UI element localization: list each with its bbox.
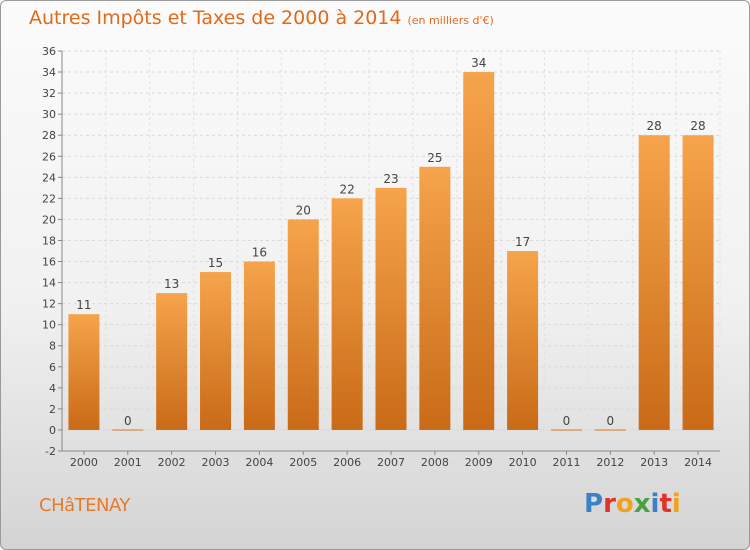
y-tick-label: 30 xyxy=(42,108,56,121)
bar-2010 xyxy=(507,251,539,430)
bar-2007 xyxy=(375,187,407,430)
y-tick-label: 4 xyxy=(49,382,56,395)
y-tick-label: 28 xyxy=(42,129,56,142)
data-label-2007: 23 xyxy=(383,172,398,186)
y-tick-label: 22 xyxy=(42,192,56,205)
y-tick-label: 18 xyxy=(42,234,56,247)
y-tick-label: 6 xyxy=(49,361,56,374)
logo-letter: r xyxy=(603,489,616,519)
data-label-2012: 0 xyxy=(607,414,615,428)
x-tick-label: 2007 xyxy=(377,456,405,469)
bar-2003 xyxy=(200,272,232,430)
y-tick-label: 36 xyxy=(42,45,56,58)
y-tick-label: 20 xyxy=(42,213,56,226)
logo-letter: P xyxy=(584,489,604,519)
x-tick-label: 2005 xyxy=(289,456,317,469)
y-tick-label: 14 xyxy=(42,277,56,290)
title-text: Autres Impôts et Taxes de 2000 à 2014 xyxy=(29,7,402,29)
x-tick-label: 2004 xyxy=(245,456,273,469)
x-tick-label: 2000 xyxy=(70,456,98,469)
x-tick-label: 2003 xyxy=(202,456,230,469)
bar-2013 xyxy=(638,135,670,430)
logo-letter: x xyxy=(633,489,651,519)
data-label-2000: 11 xyxy=(76,298,91,312)
bar-2009 xyxy=(463,72,495,430)
data-label-2008: 25 xyxy=(427,151,442,165)
x-tick-label: 2006 xyxy=(333,456,361,469)
bar-2014 xyxy=(682,135,714,430)
bar-2004 xyxy=(243,261,275,430)
bar-2002 xyxy=(156,293,188,430)
logo-letter: o xyxy=(615,489,634,519)
proxiti-logo: Proxiti xyxy=(584,489,681,519)
data-label-2009: 34 xyxy=(471,56,486,70)
bar-2005 xyxy=(287,219,319,430)
x-tick-label: 2011 xyxy=(552,456,580,469)
y-tick-label: 24 xyxy=(42,171,56,184)
bar-2012 xyxy=(594,429,626,431)
x-tick-label: 2010 xyxy=(509,456,537,469)
logo-letter: t xyxy=(659,489,672,519)
y-tick-label: 16 xyxy=(42,256,56,269)
x-tick-label: 2014 xyxy=(684,456,712,469)
title-unit: (en milliers d'€) xyxy=(407,14,494,27)
y-tick-label: 10 xyxy=(42,319,56,332)
x-tick-label: 2001 xyxy=(114,456,142,469)
city-name: CHâTENAY xyxy=(39,495,130,516)
logo-letter: i xyxy=(671,489,681,519)
data-label-2010: 17 xyxy=(515,235,530,249)
data-label-2002: 13 xyxy=(164,277,179,291)
x-tick-label: 2002 xyxy=(158,456,186,469)
y-tick-label: 32 xyxy=(42,87,56,100)
x-tick-label: 2008 xyxy=(421,456,449,469)
data-label-2004: 16 xyxy=(252,246,267,260)
data-label-2003: 15 xyxy=(208,256,223,270)
y-tick-label: 34 xyxy=(42,66,56,79)
y-tick-label: 12 xyxy=(42,298,56,311)
data-label-2014: 28 xyxy=(690,119,705,133)
data-label-2013: 28 xyxy=(647,119,662,133)
bar-2006 xyxy=(331,198,363,430)
x-tick-label: 2012 xyxy=(596,456,624,469)
logo-letter: i xyxy=(650,489,660,519)
data-label-2011: 0 xyxy=(563,414,571,428)
bar-2011 xyxy=(550,429,582,431)
chart-title: Autres Impôts et Taxes de 2000 à 2014 (en… xyxy=(29,7,494,29)
bar-2008 xyxy=(419,166,451,430)
y-tick-label: 0 xyxy=(49,424,56,437)
y-tick-label: 8 xyxy=(49,340,56,353)
y-tick-label: -2 xyxy=(45,445,56,458)
y-tick-label: 26 xyxy=(42,150,56,163)
data-label-2006: 22 xyxy=(339,182,354,196)
x-tick-label: 2013 xyxy=(640,456,668,469)
data-label-2005: 20 xyxy=(296,203,311,217)
bar-2001 xyxy=(112,429,144,431)
x-tick-label: 2009 xyxy=(465,456,493,469)
y-tick-label: 2 xyxy=(49,403,56,416)
data-label-2001: 0 xyxy=(124,414,132,428)
bar-2000 xyxy=(68,314,100,430)
